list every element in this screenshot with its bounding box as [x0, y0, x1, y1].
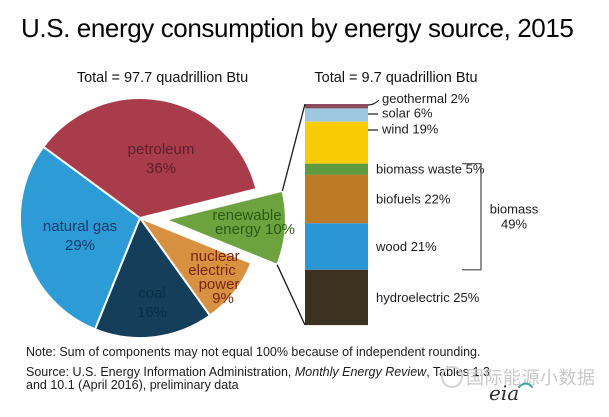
pie-label-natural-gas: 29%: [65, 237, 95, 254]
bracket-label-biomass: biomass: [490, 202, 539, 217]
fan-line-top: [281, 103, 306, 191]
watermark: 国际能源小数据: [441, 364, 596, 390]
pie-label-petroleum: 36%: [146, 160, 176, 177]
pie-label-nuclear-electric-power: nuclear: [190, 248, 239, 265]
pie-slice-coal: [93, 215, 212, 340]
watermark-text: 国际能源小数据: [466, 368, 596, 388]
bar-label-geothermal: geothermal 2%: [382, 91, 470, 106]
bar-label-wood: wood 21%: [375, 239, 437, 254]
bar-segment-biomass-waste: [305, 163, 368, 175]
fan-line-bottom: [276, 264, 306, 326]
bar-segment-wood: [305, 223, 368, 270]
bar-label-hydroelectric: hydroelectric 25%: [376, 290, 480, 305]
leader-geothermal: [367, 99, 380, 106]
pie-slice-natural-gas: [19, 145, 142, 331]
eia-logo-swoosh: [518, 382, 533, 388]
pie-label-natural-gas: natural gas: [43, 218, 117, 235]
pie-total-label: Total = 97.7 quadrillion Btu: [76, 70, 249, 86]
bracket-label-biomass-pct: 49%: [501, 217, 527, 232]
bar-label-wind: wind 19%: [381, 122, 439, 137]
bar-label-biofuels: biofuels 22%: [376, 192, 451, 207]
pie-slice-petroleum: [42, 97, 258, 220]
bar-segment-biofuels: [305, 174, 368, 224]
eia-logo: eia: [489, 381, 533, 405]
bar-segment-solar: [305, 108, 368, 122]
bar-total-label: Total = 9.7 quadrillion Btu: [314, 70, 478, 86]
bar-label-solar: solar 6%: [382, 106, 433, 121]
pie-label-nuclear-electric-power: electric: [188, 262, 236, 279]
source-prefix: Source: U.S. Energy Information Administ…: [26, 365, 295, 379]
source-line2: and 10.1 (April 2016), preliminary data: [26, 378, 239, 392]
pie-slice-renewable-energy: [162, 189, 287, 267]
pie-label-nuclear-electric-power: power: [199, 276, 240, 293]
watermark-logo-icon: [441, 366, 463, 388]
bar-label-biomass-waste: biomass waste 5%: [376, 162, 485, 177]
bar-segment-wind: [305, 121, 368, 164]
eia-logo-text: eia: [489, 381, 519, 405]
bar-segment-hydroelectric: [305, 269, 368, 326]
pie-label-coal: coal: [138, 285, 166, 302]
pie-label-coal: 16%: [137, 304, 167, 321]
pie-label-petroleum: petroleum: [128, 141, 195, 158]
page-title: U.S. energy consumption by energy source…: [21, 13, 574, 43]
biomass-bracket: [462, 163, 482, 271]
rounding-note: Note: Sum of components may not equal 10…: [26, 345, 481, 359]
pie-label-renewable-energy: energy 10%: [215, 221, 295, 238]
bar-segment-geothermal: [305, 104, 368, 109]
pie-label-nuclear-electric-power: 9%: [212, 290, 234, 307]
source-publication: Monthly Energy Review: [294, 365, 427, 379]
pie-label-renewable-energy: renewable: [212, 207, 281, 224]
